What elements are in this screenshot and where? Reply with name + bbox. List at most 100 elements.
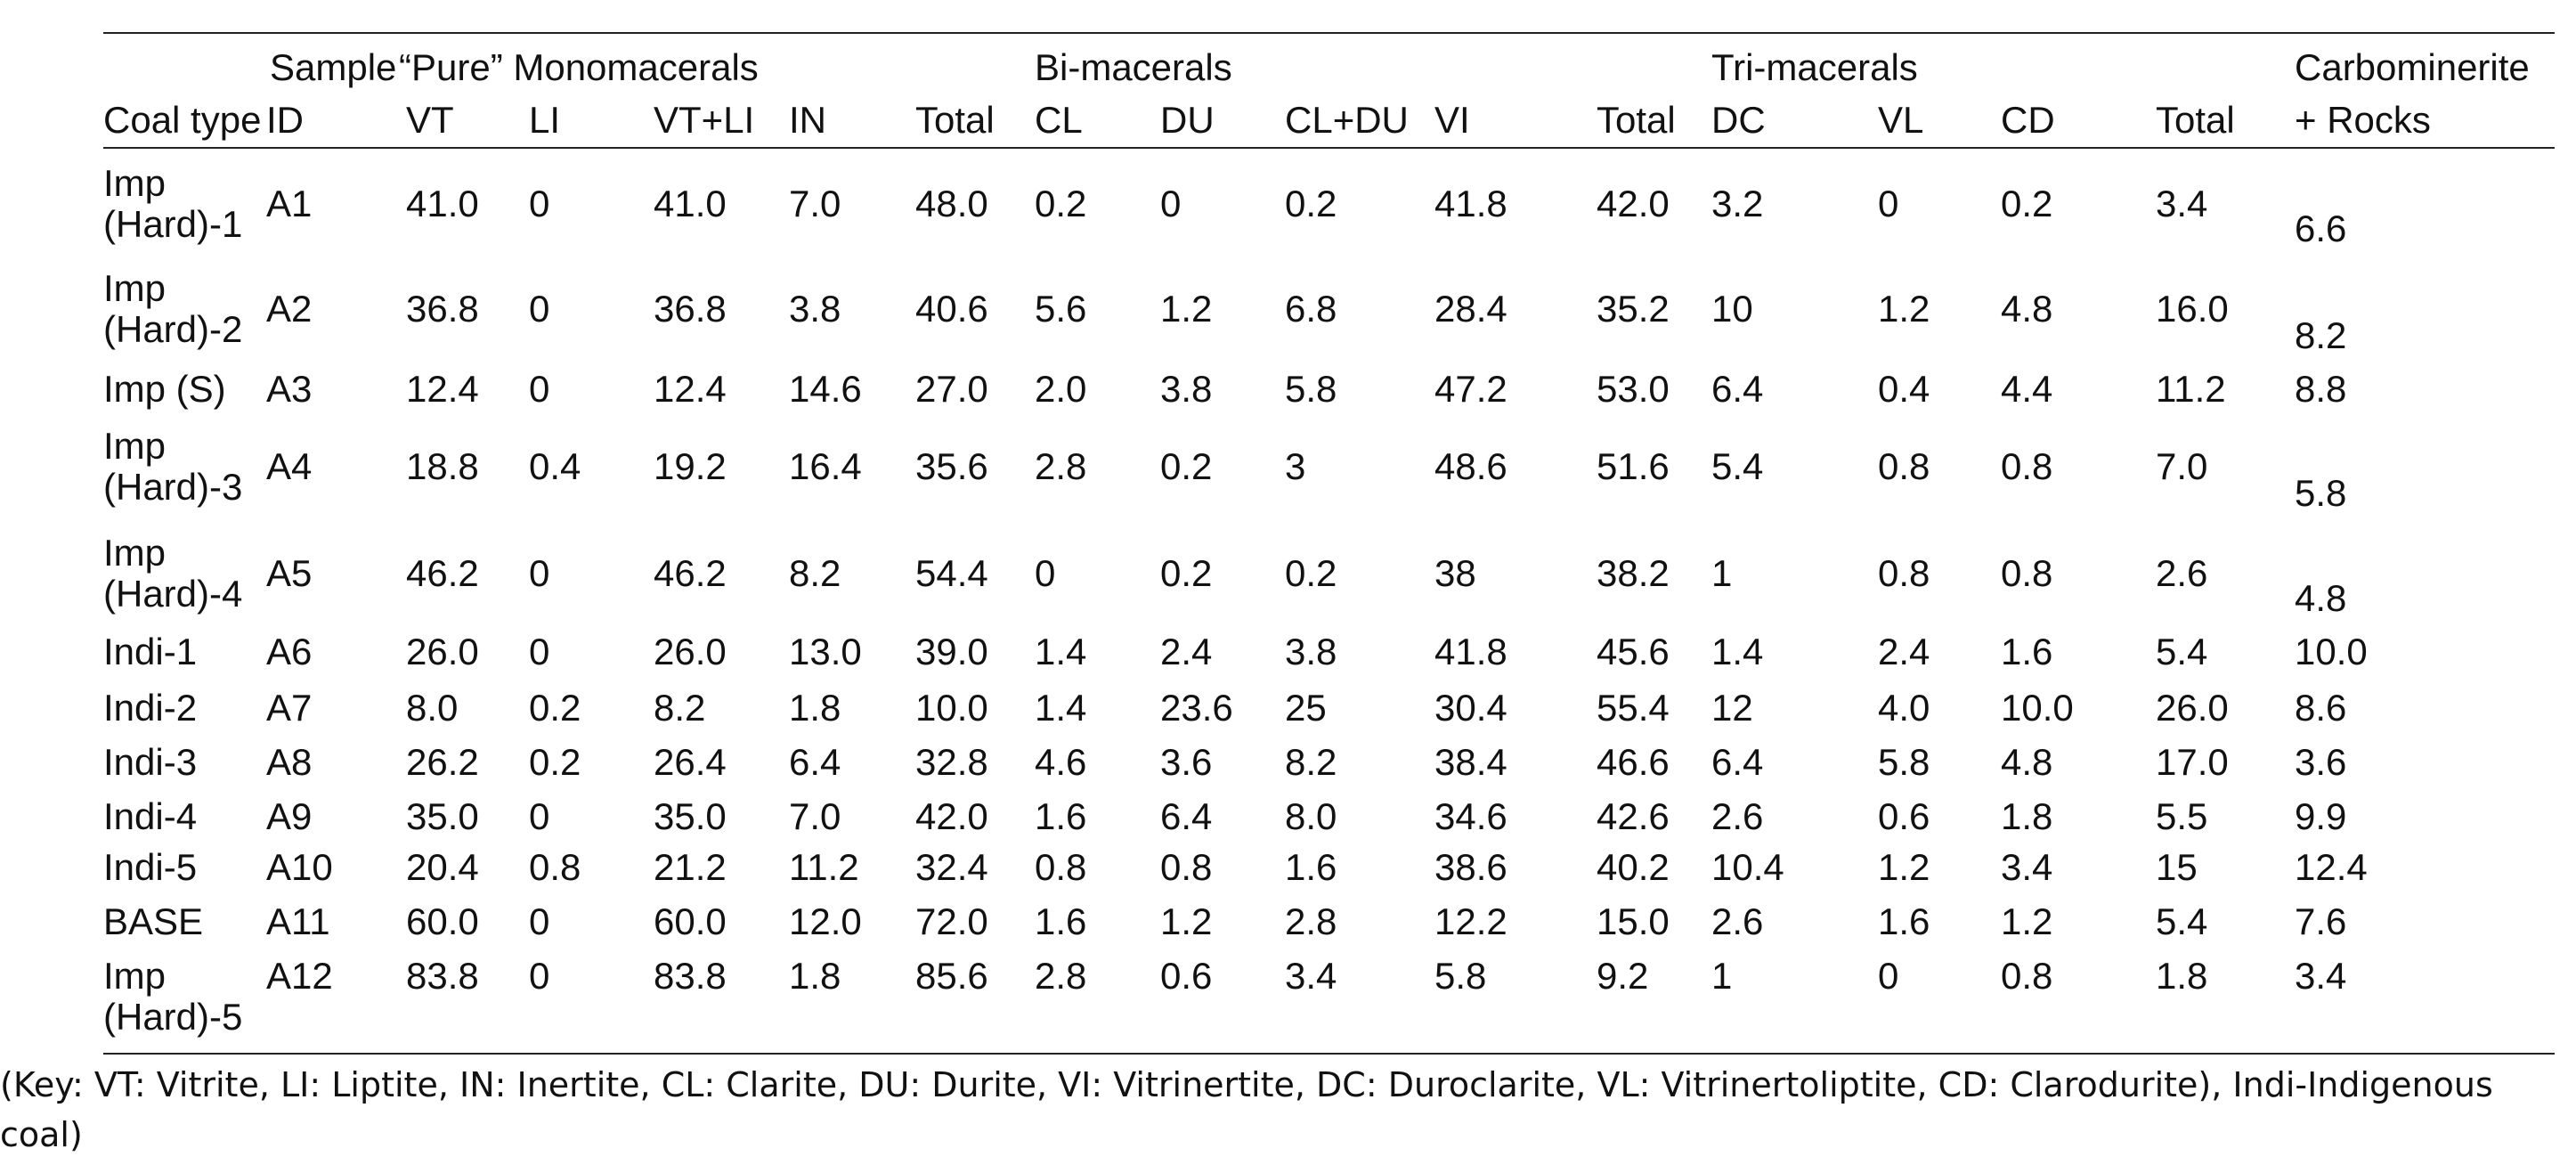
header-group: Bi-macerals [1035,46,1232,88]
cell: 40.2 [1597,846,1670,888]
cell: 3.8 [1160,368,1213,410]
header-cell: VL [1878,99,1924,141]
cell: 0 [529,900,550,942]
cell: 7.0 [2156,445,2208,487]
cell: 1 [1711,552,1733,594]
cell: 6.6 [2295,208,2347,249]
cell: 1.6 [1035,795,1087,837]
cell: 0.2 [1160,552,1213,594]
cell: 6.4 [789,741,841,783]
cell: 55.4 [1597,687,1670,729]
cell: 60.0 [654,900,727,942]
cell: 51.6 [1597,445,1670,487]
cell: 46.2 [406,552,479,594]
cell: 12 [1711,687,1753,729]
cell: A8 [266,741,313,783]
cell: 1.8 [789,955,841,997]
cell: 2.8 [1035,955,1087,997]
cell: 48.0 [915,183,988,224]
cell: 17.0 [2156,741,2229,783]
cell: 8.0 [1285,795,1337,837]
cell: 10 [1711,288,1753,330]
cell: A7 [266,687,313,729]
cell: 0.2 [1035,183,1087,224]
coal-type: Indi-1 [103,631,198,672]
cell: 1.2 [1160,288,1213,330]
cell: 2.0 [1035,368,1087,410]
cell: 0 [1035,552,1056,594]
header-cell: CL+DU [1285,99,1409,141]
cell: 5.4 [2156,900,2208,942]
cell: 0 [529,795,550,837]
cell: 8.2 [2295,314,2347,356]
cell: 3 [1285,445,1306,487]
cell: A1 [266,183,313,224]
cell: 15.0 [1597,900,1670,942]
cell: 35.2 [1597,288,1670,330]
header-cell: LI [529,99,561,141]
cell: 8.8 [2295,368,2347,410]
cell: 0.8 [1035,846,1087,888]
cell: 1.4 [1035,631,1087,672]
cell: 1 [1711,955,1733,997]
cell: 10.0 [915,687,988,729]
cell: 4.8 [2001,741,2053,783]
cell: 5.4 [1711,445,1764,487]
cell: 15 [2156,846,2198,888]
cell: 35.6 [915,445,988,487]
cell: 42.6 [1597,795,1670,837]
cell: 2.6 [1711,900,1764,942]
cell: 47.2 [1434,368,1507,410]
header-cell: DU [1160,99,1215,141]
cell: 45.6 [1597,631,1670,672]
cell: 3.8 [1285,631,1337,672]
cell: 8.2 [789,552,841,594]
cell: 1.6 [2001,631,2053,672]
cell: 3.4 [1285,955,1337,997]
cell: 53.0 [1597,368,1670,410]
cell: 1.6 [1285,846,1337,888]
coal-type: Imp (S) [103,368,226,410]
cell: 30.4 [1434,687,1507,729]
header-cell: IN [789,99,826,141]
header-group: Tri-macerals [1711,46,1918,88]
cell: 0.2 [529,741,581,783]
cell: 36.8 [654,288,727,330]
cell: A2 [266,288,313,330]
cell: 4.6 [1035,741,1087,783]
cell: 2.4 [1160,631,1213,672]
cell: 5.6 [1035,288,1087,330]
cell: 12.4 [654,368,727,410]
cell: 0 [1878,955,1899,997]
cell: 0 [529,288,550,330]
cell: 5.8 [1285,368,1337,410]
cell: 5.4 [2156,631,2208,672]
header-cell: Total [1597,99,1676,141]
cell: 12.4 [406,368,479,410]
cell: 48.6 [1434,445,1507,487]
cell: 0.2 [529,687,581,729]
cell: 0.8 [1160,846,1213,888]
header-cell: Sample [270,46,397,88]
cell: 1.2 [1878,846,1930,888]
cell: 0.8 [1878,445,1930,487]
cell: 8.2 [1285,741,1337,783]
cell: 6.4 [1711,368,1764,410]
cell: 2.6 [1711,795,1764,837]
cell: 0.2 [2001,183,2053,224]
cell: 41.8 [1434,183,1507,224]
cell: 0 [1878,183,1899,224]
cell: 10.0 [2001,687,2074,729]
coal-type: Imp (Hard)-2 [103,267,243,350]
cell: 85.6 [915,955,988,997]
cell: 42.0 [915,795,988,837]
cell: 12.4 [2295,846,2368,888]
cell: 28.4 [1434,288,1507,330]
cell: 5.8 [1434,955,1487,997]
cell: 6.8 [1285,288,1337,330]
cell: 1.4 [1035,687,1087,729]
cell: A6 [266,631,313,672]
cell: 3.4 [2001,846,2053,888]
top-rule [103,32,2555,34]
